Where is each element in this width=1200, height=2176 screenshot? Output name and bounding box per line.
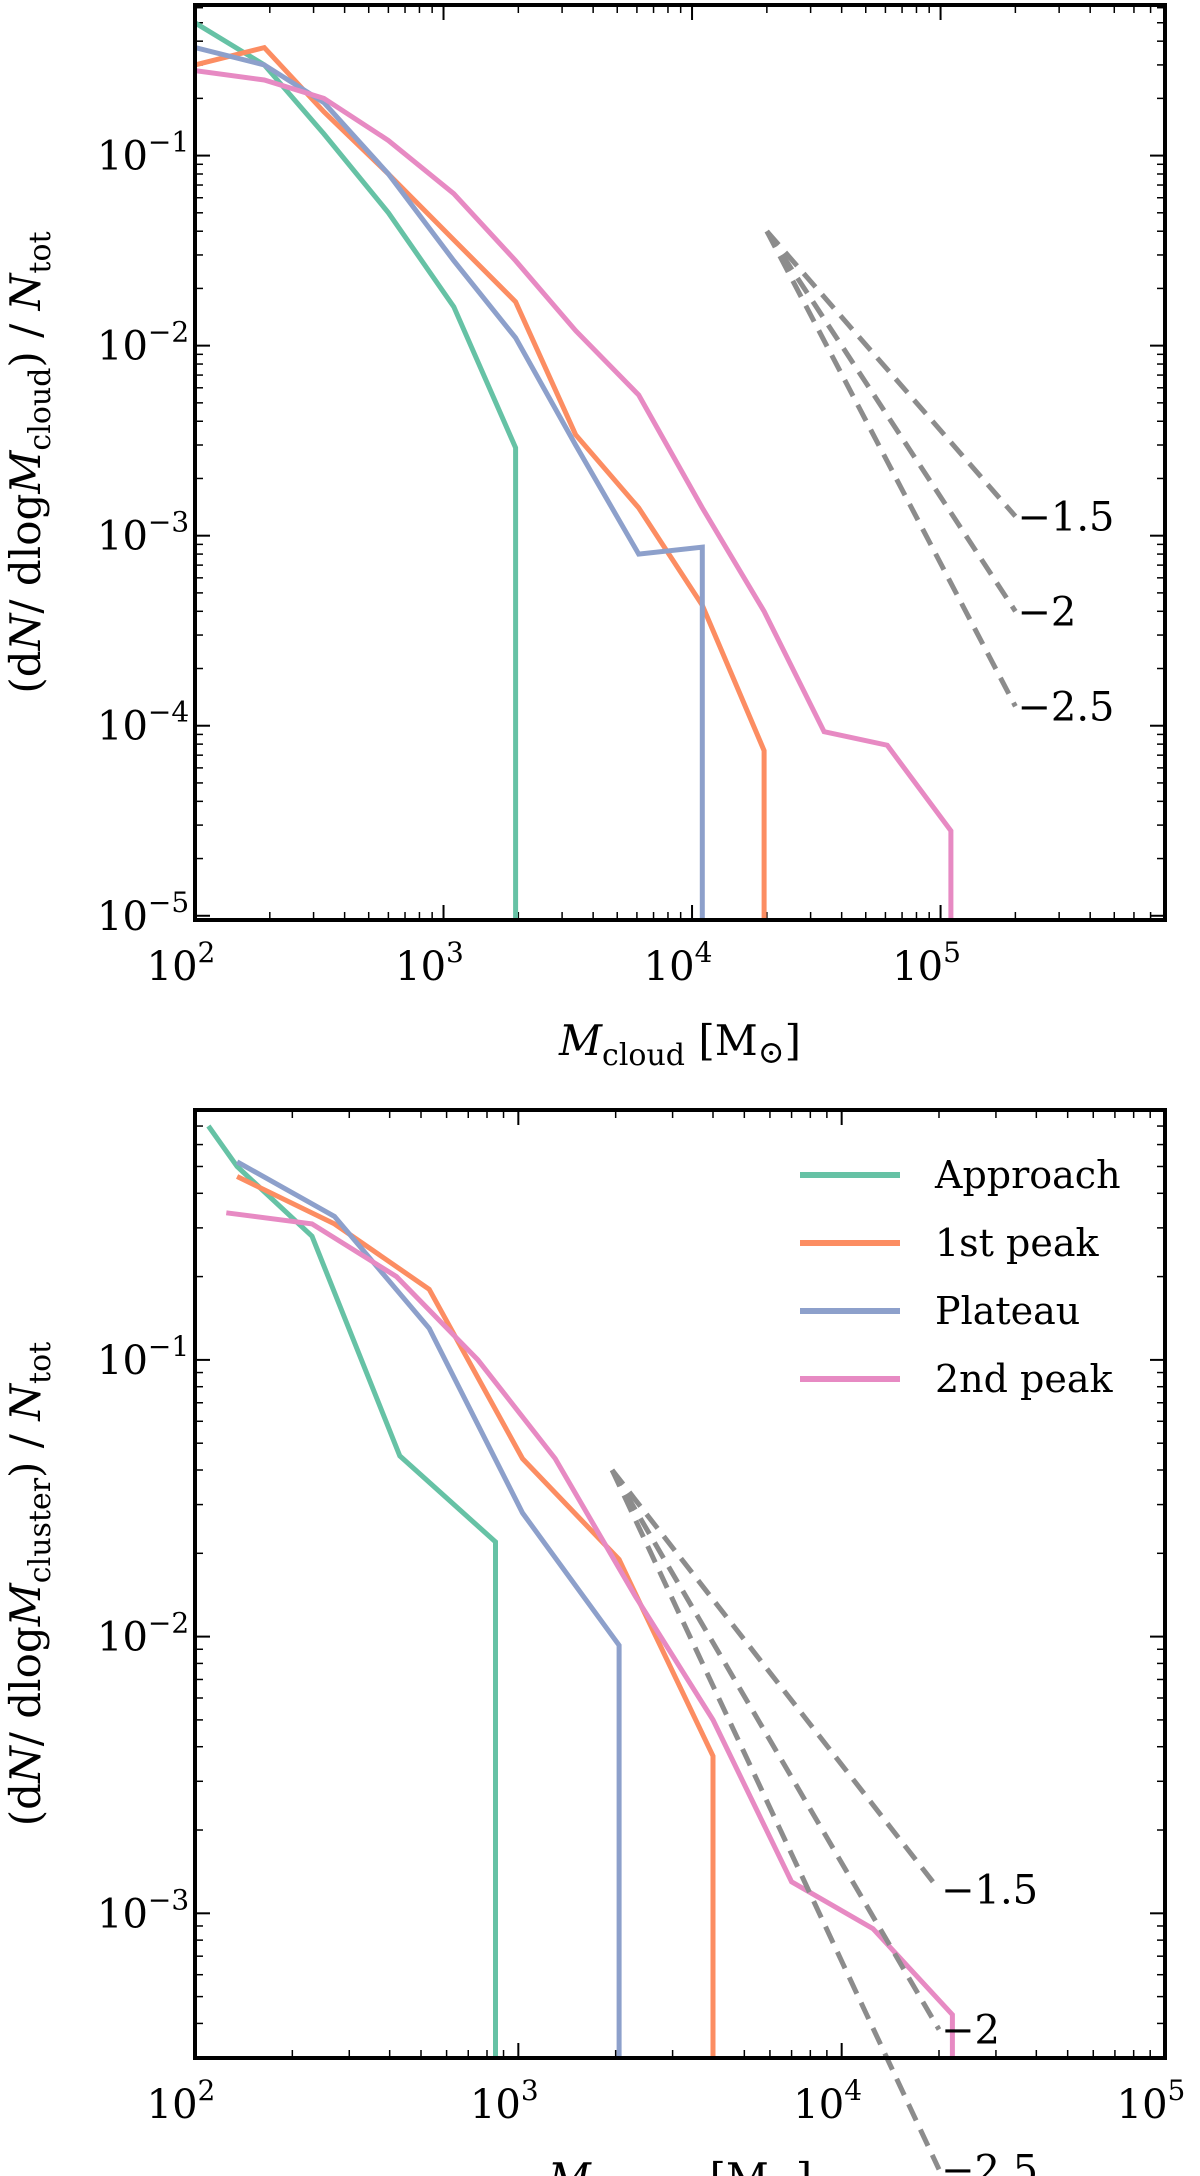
y-tick-label: 10−3 (97, 1883, 189, 1937)
y-tick-label: 10−3 (97, 506, 189, 560)
legend: Approach 1st peak Plateau 2nd peak (800, 1153, 1121, 1401)
slope-label: −1.5 (1017, 494, 1114, 540)
series-line-plateau (195, 45, 705, 920)
x-axis-label: Mcloud [M⊙] (558, 1016, 801, 1073)
series-line-approach (206, 1124, 498, 2058)
series-line-1st-peak (236, 1174, 716, 2058)
x-tick-label: 105 (892, 936, 961, 990)
series-line-2nd-peak (195, 68, 954, 920)
x-tick-label: 103 (395, 936, 464, 990)
slope-label: −1.5 (941, 1868, 1038, 1914)
plot-frame (193, 3, 1167, 922)
legend-label: 1st peak (935, 1221, 1099, 1265)
slope-label: −2.5 (941, 2147, 1038, 2176)
y-tick-label: 10−1 (97, 126, 189, 180)
y-tick-label: 10−1 (97, 1330, 189, 1384)
slope-line (609, 1468, 942, 2171)
legend-label: Approach (934, 1153, 1121, 1197)
slope-line (609, 1468, 942, 2031)
slope-line (764, 229, 1018, 518)
slope-label: −2.5 (1017, 684, 1114, 730)
y-tick-label: 10−5 (97, 886, 189, 940)
slope-line (610, 1468, 941, 1892)
y-axis-label: (dN/ dlogMcluster) / Ntot (1, 1342, 58, 1827)
x-tick-label: 103 (470, 2074, 539, 2128)
y-tick-label: 10−2 (97, 316, 189, 370)
slope-label: −2 (941, 2008, 1000, 2054)
y-tick-label: 10−2 (97, 1607, 189, 1661)
legend-label: Plateau (935, 1289, 1080, 1333)
series-line-approach (195, 20, 519, 920)
x-tick-label: 104 (644, 936, 713, 990)
series-line-plateau (235, 1159, 622, 2058)
slope-line (764, 229, 1018, 613)
y-tick-label: 10−4 (97, 696, 189, 750)
chart-cluster: −1.5 −2 −2.5 102 103 104 105 10−1 10−2 10−3 Mclust… (1, 1108, 1186, 2176)
chart-cloud: −1.5 −2 −2.5 102 103 104 105 10−1 10−2 10−3 10−4 10… (1, 3, 1167, 1073)
x-tick-label: 104 (793, 2074, 862, 2128)
legend-label: 2nd peak (935, 1357, 1114, 1401)
minor-ticks (195, 5, 1165, 920)
x-tick-label: 102 (147, 936, 216, 990)
x-tick-label: 105 (1117, 2074, 1186, 2128)
plot-frame (193, 1108, 1167, 2060)
slope-line (764, 230, 1018, 708)
series-group (206, 1124, 955, 2058)
y-axis-label: (dN/ dlogMcloud) / Ntot (1, 231, 58, 693)
x-axis-label: Mcluster [M⊙] (547, 2154, 812, 2176)
slope-label: −2 (1017, 589, 1076, 635)
x-tick-label: 102 (147, 2074, 216, 2128)
series-line-2nd-peak (225, 1210, 955, 2058)
series-group (195, 20, 954, 920)
series-line-1st-peak (195, 44, 767, 920)
